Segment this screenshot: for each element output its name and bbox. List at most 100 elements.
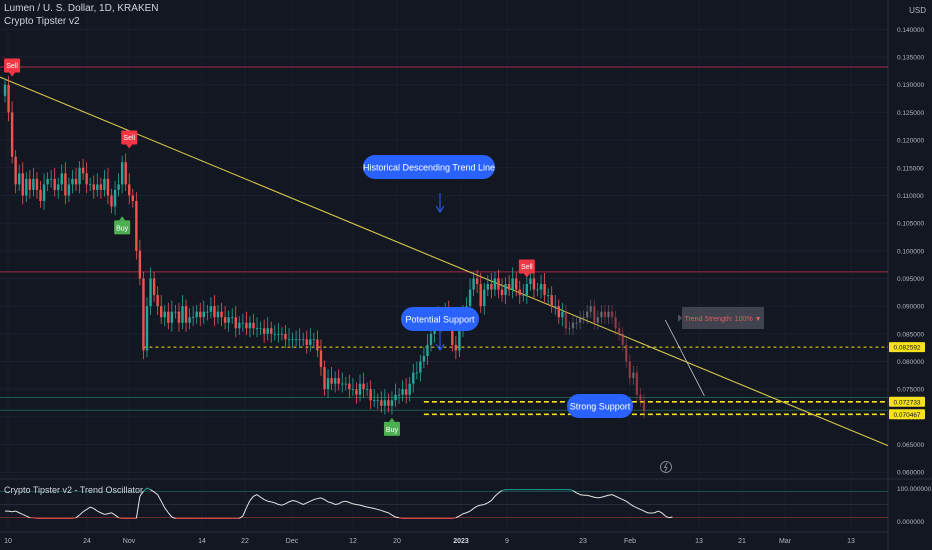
candle xyxy=(170,311,174,323)
y-tick-label: 0.085000 xyxy=(897,331,924,338)
trend-strength-pointer xyxy=(678,314,682,322)
candle xyxy=(270,328,273,334)
candle xyxy=(504,284,507,296)
candle xyxy=(493,278,497,290)
candle xyxy=(426,344,429,356)
candle xyxy=(103,178,106,190)
candle xyxy=(529,278,532,285)
oscillator-segment xyxy=(391,514,396,518)
price-badge-label: 0.082592 xyxy=(893,345,920,352)
x-tick-label: 20 xyxy=(393,538,401,545)
projection-candle xyxy=(578,317,582,323)
oscillator-segment xyxy=(587,494,591,497)
symbol-title[interactable]: Lumen / U. S. Dollar, 1D, KRAKEN xyxy=(4,3,159,14)
candle xyxy=(479,284,482,307)
oscillator-segment xyxy=(135,496,141,519)
candle xyxy=(49,178,53,180)
candle xyxy=(67,184,71,196)
projection-candle xyxy=(635,372,639,395)
oscillator-segment xyxy=(271,501,275,504)
oscillator-segment xyxy=(239,515,244,519)
oscillator-segment xyxy=(302,502,307,505)
candle xyxy=(188,317,191,323)
x-tick-label: 24 xyxy=(83,538,91,545)
oscillator-segment xyxy=(594,496,598,499)
candle xyxy=(507,284,511,290)
oscillator-segment xyxy=(636,507,641,510)
oscillator-segment xyxy=(15,510,20,514)
oscillator-segment xyxy=(597,496,602,499)
oscillator-segment xyxy=(18,512,23,515)
candle xyxy=(326,378,330,390)
candle xyxy=(373,400,376,402)
projection-candle xyxy=(639,394,642,401)
candle xyxy=(319,350,323,368)
oscillator-segment xyxy=(576,492,581,496)
candle xyxy=(248,322,252,329)
price-axis[interactable]: 0.140000 0.135000 0.130000 0.125000 0.120000… xyxy=(889,27,925,477)
candle xyxy=(358,383,362,395)
oscillator-segment xyxy=(345,500,350,503)
time-axis[interactable]: 10 24 Nov 14 22 Dec 12 20 2023 9 23 Feb 13 21 Mar 13 xyxy=(4,538,855,545)
projection-candles xyxy=(564,299,646,418)
candle xyxy=(128,184,131,196)
oscillator-segment xyxy=(97,510,102,514)
candle xyxy=(3,84,7,96)
candle xyxy=(184,306,188,323)
y-tick-label: 0.075000 xyxy=(897,387,924,394)
oscillator-segment xyxy=(100,512,105,515)
candle xyxy=(32,178,35,190)
oscillator-segment xyxy=(104,513,109,515)
candle xyxy=(262,328,266,334)
oscillator-segment xyxy=(622,499,627,502)
candle xyxy=(71,178,74,185)
candle xyxy=(305,339,308,345)
candle xyxy=(419,361,422,373)
y-tick-label: 0.140000 xyxy=(897,27,924,34)
signals: Sell Sell Buy Buy Sell xyxy=(4,58,535,436)
oscillator-segment xyxy=(640,508,645,512)
candle xyxy=(152,278,156,296)
descending-trend-line xyxy=(0,76,889,447)
candle xyxy=(284,333,287,340)
oscillator-segment xyxy=(480,504,485,506)
oscillator-title[interactable]: Crypto Tipster v2 - Trend Oscillator xyxy=(4,485,144,495)
oscillator-segment xyxy=(590,495,595,498)
y-tick-label: 0.090000 xyxy=(897,304,924,311)
projection-line xyxy=(664,319,705,397)
candle xyxy=(145,306,149,351)
annotations: Historical Descending Trend Line Potentia… xyxy=(363,155,764,473)
oscillator-segment xyxy=(114,514,119,519)
candle xyxy=(117,184,120,190)
candle xyxy=(231,317,234,319)
oscillator-segment xyxy=(498,490,503,494)
oscillator-segment xyxy=(295,500,300,504)
projection-candle xyxy=(621,333,624,345)
buy-signal-pointer xyxy=(388,417,395,422)
candle xyxy=(57,184,60,190)
candle xyxy=(113,189,117,207)
candle xyxy=(532,278,536,290)
y-tick-label: 0.130000 xyxy=(897,82,924,89)
oscillator-segment xyxy=(370,507,375,509)
candle xyxy=(408,383,411,395)
candle xyxy=(518,289,521,296)
candle xyxy=(74,178,78,185)
sell-signal xyxy=(518,259,535,274)
y-tick-label: 0.125000 xyxy=(897,110,924,117)
candle xyxy=(206,311,209,313)
historical-trend-callout-bubble xyxy=(363,155,495,179)
oscillator-segment xyxy=(625,500,631,505)
oscillator-segment xyxy=(477,504,481,507)
indicator-label[interactable]: Crypto Tipster v2 xyxy=(4,16,80,27)
trend-lines xyxy=(0,76,889,447)
candle xyxy=(85,173,88,185)
oscillator-segment xyxy=(395,516,400,519)
candle xyxy=(422,355,426,362)
candle xyxy=(202,311,205,318)
projection-candle xyxy=(617,328,621,334)
candle xyxy=(394,394,397,401)
projection-candle xyxy=(582,317,585,319)
arrow-head xyxy=(435,205,445,213)
